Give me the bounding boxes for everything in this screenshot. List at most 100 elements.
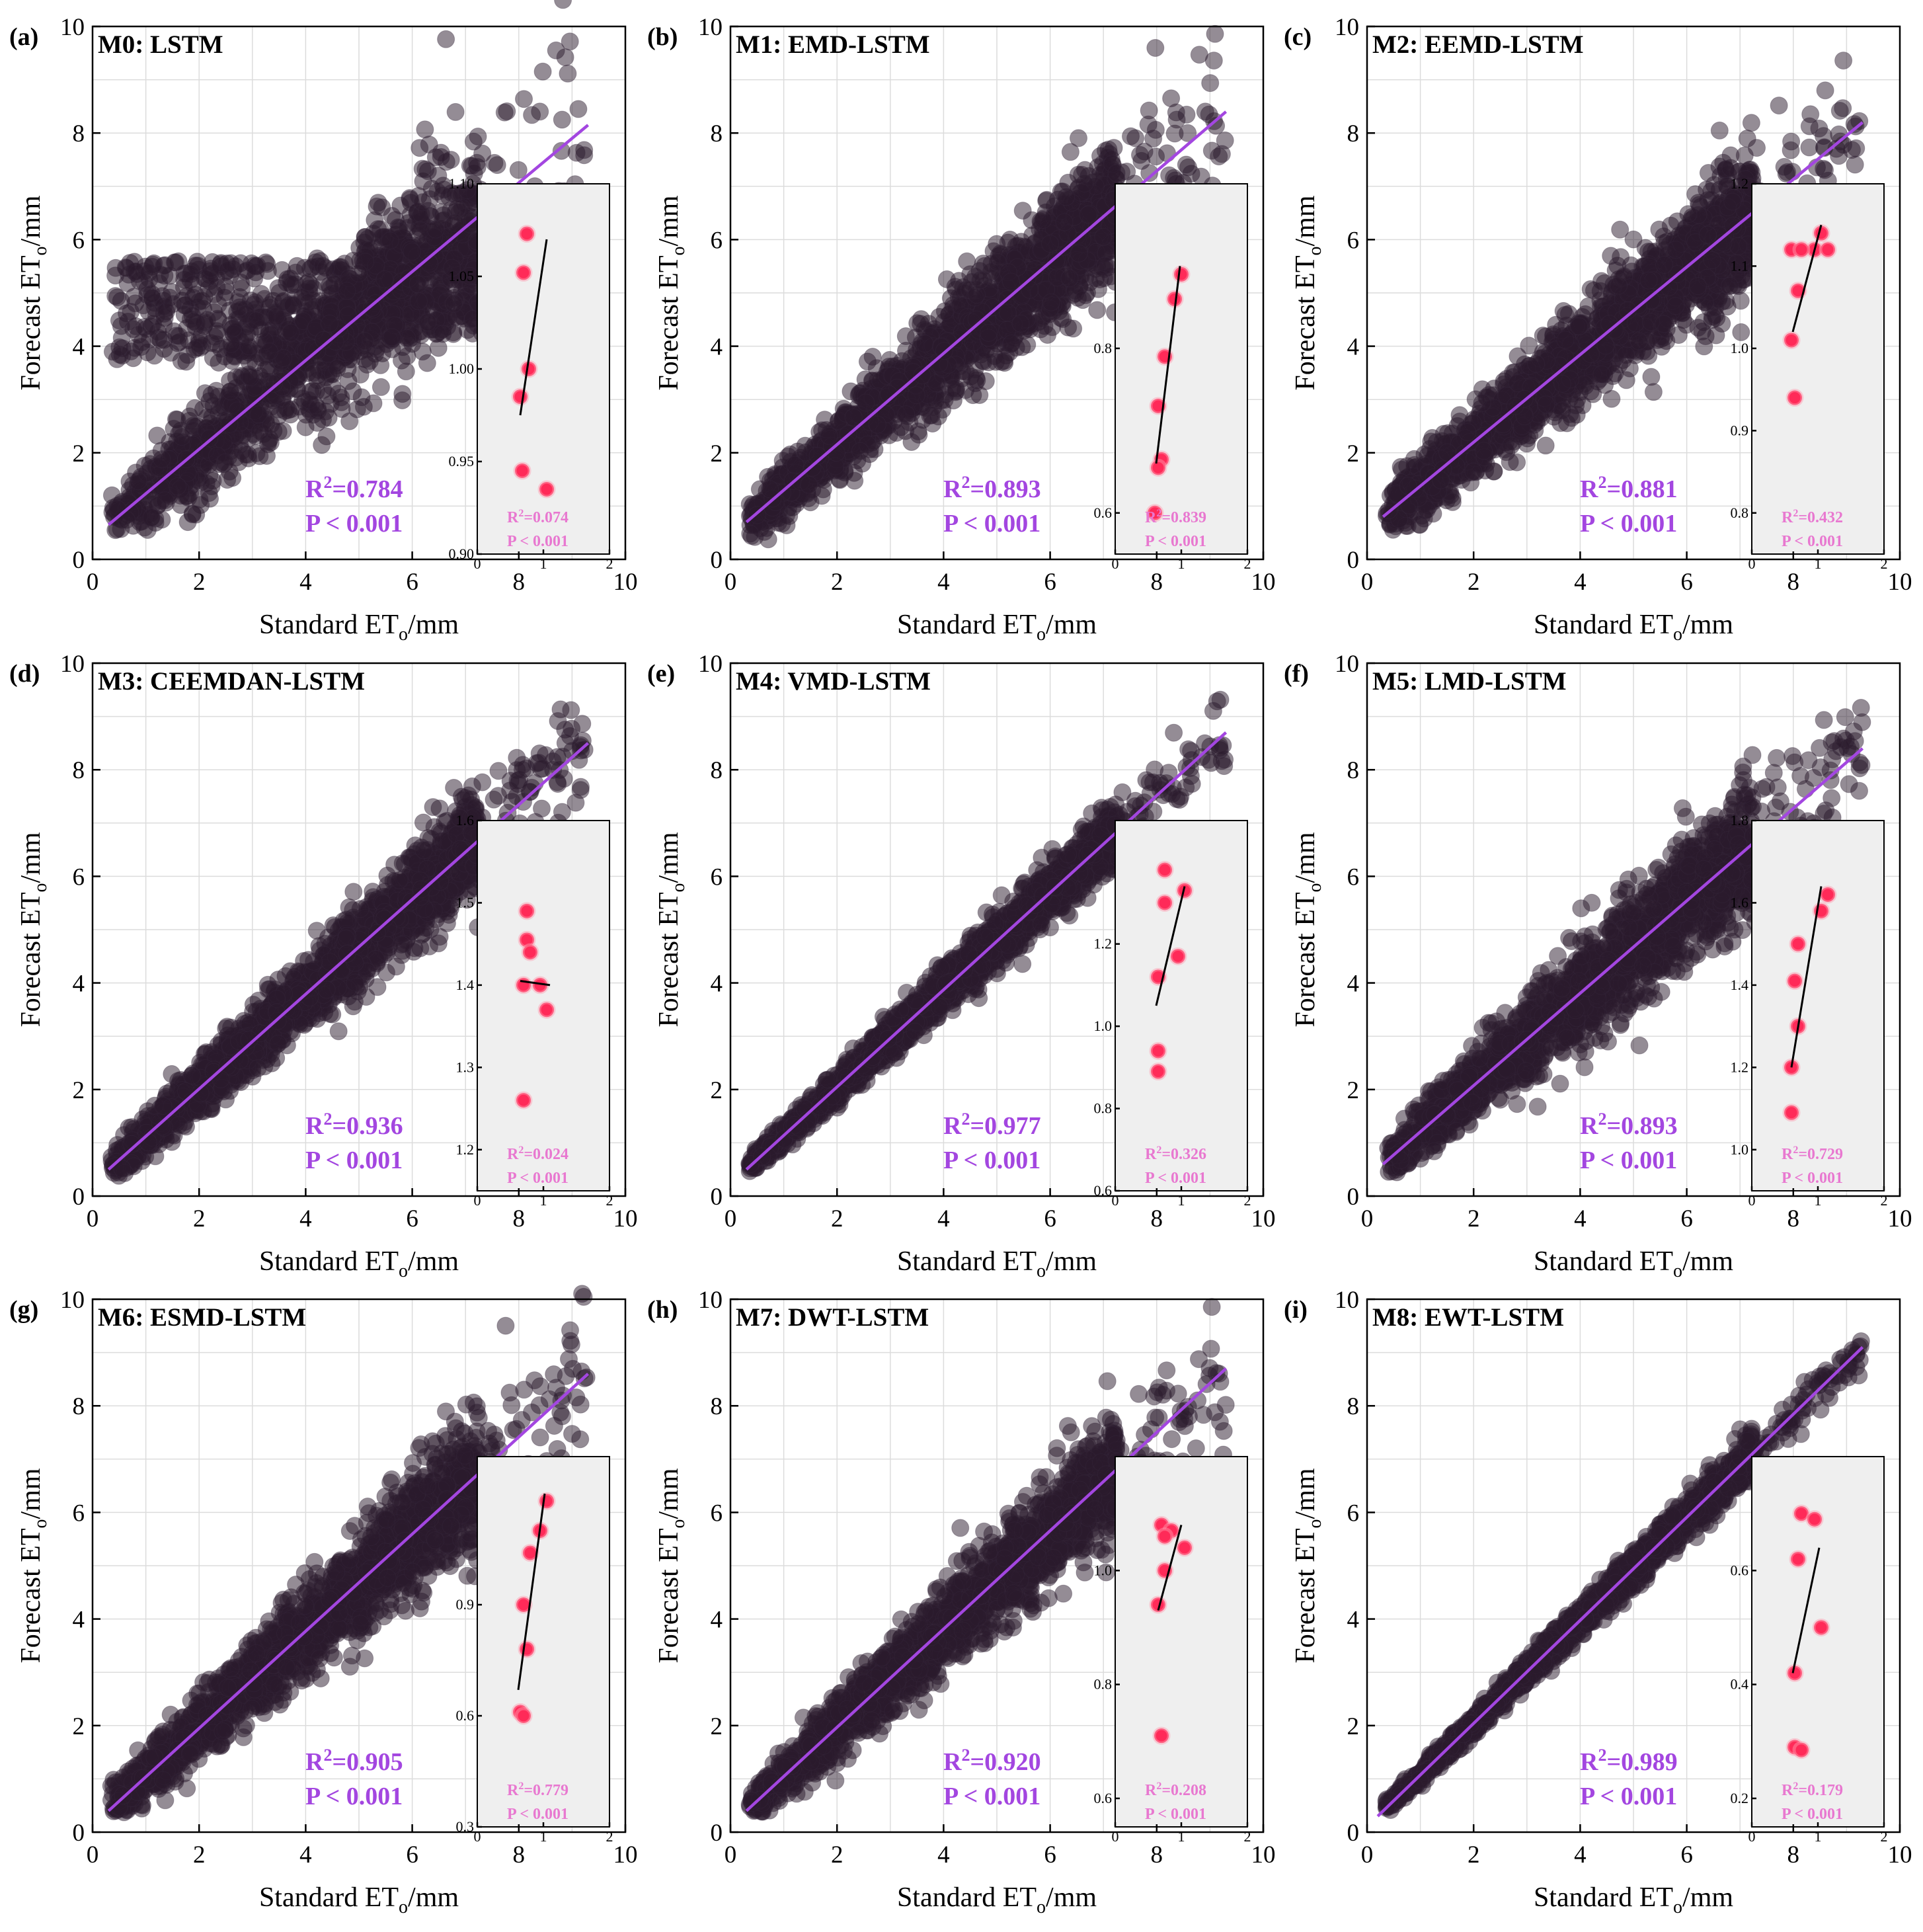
tick-label-y: 4 xyxy=(73,334,85,361)
stat-part: R xyxy=(1145,509,1157,526)
stat-part: =0.074 xyxy=(524,509,569,526)
inset-frame xyxy=(477,183,610,555)
scatter-point xyxy=(122,303,140,321)
scatter-point xyxy=(1201,74,1220,93)
stat-superscript: 2 xyxy=(1156,508,1161,519)
scatter-point xyxy=(1042,293,1060,311)
scatter-point xyxy=(1202,141,1221,160)
scatter-point xyxy=(356,332,374,350)
stat-part: R xyxy=(507,509,519,526)
scatter-point xyxy=(916,335,934,353)
inset-tick-label-y: 0.6 xyxy=(1094,504,1113,521)
scatter-point xyxy=(1206,24,1224,43)
scatter-point xyxy=(202,259,220,278)
scatter-point xyxy=(161,344,180,362)
stat-part: R xyxy=(943,475,962,503)
inset-tick-label-x: 1 xyxy=(1178,555,1185,572)
scatter-point xyxy=(282,323,300,342)
scatter-point xyxy=(857,393,875,412)
panel-letter: (b) xyxy=(647,23,678,51)
scatter-point xyxy=(398,329,416,347)
panel-title: M0: LSTM xyxy=(98,30,223,59)
inset-point xyxy=(518,225,536,243)
scatter-point xyxy=(184,275,202,294)
inset-tick-label-y: 1.05 xyxy=(449,268,475,284)
scatter-point xyxy=(485,153,504,172)
inset-tick-label-y: 0.8 xyxy=(1094,340,1113,356)
scatter-point xyxy=(426,220,445,239)
scatter-point xyxy=(845,471,864,490)
scatter-point xyxy=(1076,175,1094,192)
tick-label-x: 2 xyxy=(831,569,844,596)
inset-tick-label-x: 1 xyxy=(540,555,547,572)
scatter-point xyxy=(935,302,954,321)
scatter-point xyxy=(409,275,427,294)
inset-p-label: P < 0.001 xyxy=(507,533,569,550)
scatter-point xyxy=(216,277,235,296)
scatter-point xyxy=(170,327,188,345)
scatter-point xyxy=(416,120,434,139)
scatter-point xyxy=(1167,110,1186,129)
scatter-point xyxy=(281,405,299,424)
scatter-point xyxy=(515,90,533,108)
scatter-point xyxy=(434,325,452,343)
scatter-point xyxy=(413,159,432,178)
tick-label-x: 8 xyxy=(513,569,526,596)
scatter-point xyxy=(124,349,143,368)
scatter-point xyxy=(108,288,126,307)
scatter-point xyxy=(142,508,161,527)
r2-label: R2=0.784 xyxy=(305,473,403,503)
scatter-point xyxy=(531,102,549,121)
scatter-point xyxy=(241,368,260,387)
axis-title-subscript: o xyxy=(1037,624,1046,645)
tick-label-x: 10 xyxy=(613,569,638,596)
inset-point xyxy=(514,263,533,282)
scatter-point xyxy=(437,30,455,48)
axis-title-part: /mm xyxy=(1046,610,1097,640)
scatter-point xyxy=(1034,211,1052,229)
p-label: P < 0.001 xyxy=(305,510,403,538)
tick-label-y: 6 xyxy=(73,227,85,254)
inset-frame xyxy=(1115,183,1248,555)
scatter-point xyxy=(1710,121,1729,140)
scatter-point xyxy=(446,214,464,232)
scatter-point xyxy=(446,102,465,121)
scatter-point xyxy=(509,161,528,179)
axis-title-part: Standard ET xyxy=(897,610,1037,640)
scatter-point xyxy=(556,48,574,67)
scatter-point xyxy=(372,378,390,396)
scatter-point xyxy=(304,364,323,382)
scatter-point xyxy=(173,428,191,446)
scatter-point xyxy=(284,296,302,315)
inset-tick-label-x: 2 xyxy=(1244,555,1251,572)
tick-label-y: 2 xyxy=(73,440,85,467)
scatter-point xyxy=(1732,323,1750,341)
scatter-point xyxy=(800,475,818,494)
scatter-point xyxy=(1642,368,1661,386)
scatter-point xyxy=(958,252,976,270)
scatter-point xyxy=(340,412,359,430)
scatter-point xyxy=(221,254,240,272)
scatter-point xyxy=(350,264,368,282)
tick-label-y: 10 xyxy=(60,14,85,41)
tick-label-y: 0 xyxy=(711,547,723,574)
tick-label-x: 6 xyxy=(1044,569,1056,596)
scatter-point xyxy=(156,491,175,510)
scatter-point xyxy=(184,312,203,331)
inset-tick-label-x: 0 xyxy=(474,555,481,572)
scatter-point xyxy=(247,311,266,330)
tick-label-x: 2 xyxy=(193,569,206,596)
scatter-point xyxy=(432,143,450,162)
scatter-point xyxy=(140,263,159,282)
inset-tick-label-y: 0.95 xyxy=(449,453,475,469)
scatter-point xyxy=(133,333,151,352)
scatter-point xyxy=(970,386,989,404)
scatter-point xyxy=(239,449,258,467)
scatter-point xyxy=(354,397,373,416)
scatter-point xyxy=(1070,244,1088,262)
r2-label: R2=0.893 xyxy=(943,473,1041,503)
panel-letter: (a) xyxy=(9,23,38,51)
scatter-point xyxy=(418,313,437,331)
